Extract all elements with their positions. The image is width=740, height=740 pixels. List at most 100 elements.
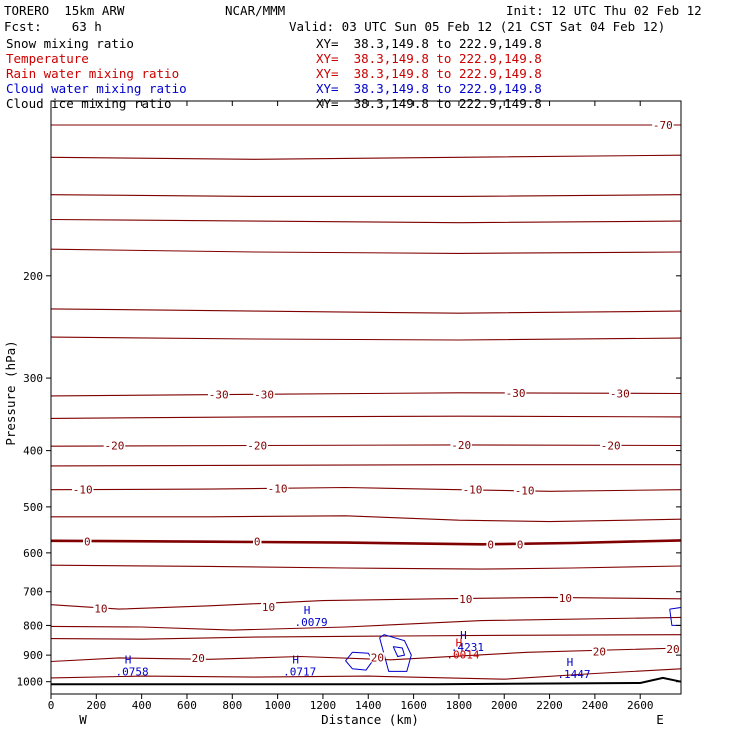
isotherm-line bbox=[50, 154, 682, 160]
isotherm-label-bg bbox=[207, 389, 230, 400]
isotherm-line bbox=[50, 647, 682, 663]
y-tick-label: 800 bbox=[23, 619, 43, 632]
isotherm-label-bg bbox=[557, 592, 573, 603]
maximum-value: .0079 bbox=[295, 616, 328, 629]
x-axis-label: Distance (km) bbox=[321, 712, 419, 727]
y-tick-label: 200 bbox=[23, 270, 43, 283]
x-tick-label: 200 bbox=[86, 699, 106, 712]
isotherm-label-bg bbox=[665, 644, 681, 655]
center-title: NCAR/MMM bbox=[225, 3, 286, 18]
isotherm-label: 10 bbox=[559, 592, 572, 605]
isotherm-label-bg bbox=[369, 652, 385, 663]
legend-xy-cloud-ice: XY= 38.3,149.8 to 222.9,149.8 bbox=[316, 96, 542, 111]
isotherm-label: -20 bbox=[247, 440, 267, 453]
legend-label-cloud-water: Cloud water mixing ratio bbox=[6, 81, 187, 96]
isotherm-label: -10 bbox=[73, 484, 93, 497]
isotherm-label: -10 bbox=[463, 484, 483, 497]
maximum-value: .0717 bbox=[283, 665, 316, 678]
x-tick-label: 0 bbox=[48, 699, 55, 712]
y-tick-label: 600 bbox=[23, 547, 43, 560]
isotherm-label: -30 bbox=[209, 388, 229, 401]
isotherm-line bbox=[51, 515, 682, 523]
isotherm-label-bg bbox=[591, 646, 607, 657]
isotherm-label: 20 bbox=[192, 652, 205, 665]
isotherm-label: 10 bbox=[262, 601, 275, 614]
isotherm-label-bg bbox=[103, 440, 126, 451]
x-tick-label: 400 bbox=[132, 699, 152, 712]
isotherm-label: -10 bbox=[268, 483, 288, 496]
maximum-marker: H bbox=[460, 629, 467, 642]
isotherm-line bbox=[50, 336, 682, 341]
isotherm-label-bg bbox=[652, 120, 674, 131]
isotherm-label-bg bbox=[599, 440, 622, 451]
x-tick-label: 1600 bbox=[400, 699, 427, 712]
isotherm-line bbox=[50, 539, 682, 546]
isotherm-line bbox=[50, 564, 682, 570]
maximum-marker: H bbox=[456, 637, 463, 650]
legend-label-rain: Rain water mixing ratio bbox=[6, 66, 180, 81]
legend-label-snow: Snow mixing ratio bbox=[6, 36, 134, 51]
legend-label-cloud-ice: Cloud ice mixing ratio bbox=[6, 96, 172, 111]
isotherm-label: -20 bbox=[601, 440, 621, 453]
maximum-marker: H bbox=[567, 656, 574, 669]
isotherm-line bbox=[50, 218, 682, 224]
isotherm-label-bg bbox=[253, 389, 275, 400]
isotherm-line bbox=[50, 444, 682, 447]
isotherm-label: -20 bbox=[105, 440, 125, 453]
isotherm-label: 0 bbox=[254, 536, 261, 549]
isotherm-line bbox=[50, 486, 682, 492]
isotherm-label: -30 bbox=[610, 388, 630, 401]
isotherm-label-bg bbox=[461, 484, 484, 495]
valid-time: Valid: 03 UTC Sun 05 Feb 12 (21 CST Sat … bbox=[289, 19, 666, 34]
isotherm-label: -10 bbox=[515, 485, 535, 498]
y-tick-label: 400 bbox=[23, 445, 43, 458]
model-title: TORERO 15km ARW bbox=[4, 3, 125, 18]
isotherm-label: 0 bbox=[84, 535, 91, 548]
isotherm-line bbox=[50, 392, 682, 397]
isotherm-label: 10 bbox=[94, 602, 107, 615]
y-tick-label: 500 bbox=[23, 501, 43, 514]
maximum-marker: H bbox=[304, 604, 311, 617]
legend-xy-cloud-water: XY= 38.3,149.8 to 222.9,149.8 bbox=[316, 81, 542, 96]
legend-label-temperature: Temperature bbox=[6, 51, 89, 66]
x-tick-label: 1800 bbox=[446, 699, 473, 712]
maximum-value: .0014 bbox=[446, 649, 479, 662]
isotherm-line bbox=[50, 668, 682, 680]
legend-xy-snow: XY= 38.3,149.8 to 222.9,149.8 bbox=[316, 36, 542, 51]
east-end-label: E bbox=[656, 712, 664, 727]
maximum-marker: H bbox=[292, 653, 299, 666]
cloud-contour bbox=[669, 606, 682, 626]
isotherm-label: -30 bbox=[254, 388, 274, 401]
cloud-contour bbox=[392, 646, 406, 658]
forecast-hour: Fcst: 63 h bbox=[4, 19, 102, 34]
isotherm-label-bg bbox=[266, 483, 289, 494]
y-tick-label: 700 bbox=[23, 586, 43, 599]
maximum-value: .0758 bbox=[115, 665, 148, 678]
cloud-contour bbox=[344, 651, 374, 671]
isotherm-line bbox=[50, 308, 682, 314]
isotherm-label-bg bbox=[486, 539, 495, 550]
x-tick-label: 1000 bbox=[264, 699, 291, 712]
isotherm-line bbox=[50, 634, 682, 640]
maximum-marker: H bbox=[125, 653, 132, 666]
isotherm-label-bg bbox=[513, 485, 536, 496]
x-tick-label: 2400 bbox=[582, 699, 609, 712]
isotherm-label: 10 bbox=[459, 593, 472, 606]
x-tick-label: 600 bbox=[177, 699, 197, 712]
isotherm-label-bg bbox=[450, 439, 472, 450]
cloud-contour bbox=[379, 634, 412, 672]
y-tick-label: 1000 bbox=[17, 676, 44, 689]
maximum-value: .1447 bbox=[557, 668, 590, 681]
isotherm-label-bg bbox=[83, 536, 92, 547]
isotherm-label: 20 bbox=[371, 651, 384, 664]
legend-xy-temperature: XY= 38.3,149.8 to 222.9,149.8 bbox=[316, 51, 542, 66]
isotherm-label-bg bbox=[246, 440, 268, 451]
x-tick-label: 800 bbox=[222, 699, 242, 712]
y-tick-label: 300 bbox=[23, 372, 43, 385]
terrain-line bbox=[51, 676, 682, 686]
x-tick-label: 2000 bbox=[491, 699, 518, 712]
isotherm-label: -20 bbox=[451, 439, 471, 452]
isotherm-label-bg bbox=[93, 603, 109, 614]
isotherm-label-bg bbox=[190, 653, 206, 664]
